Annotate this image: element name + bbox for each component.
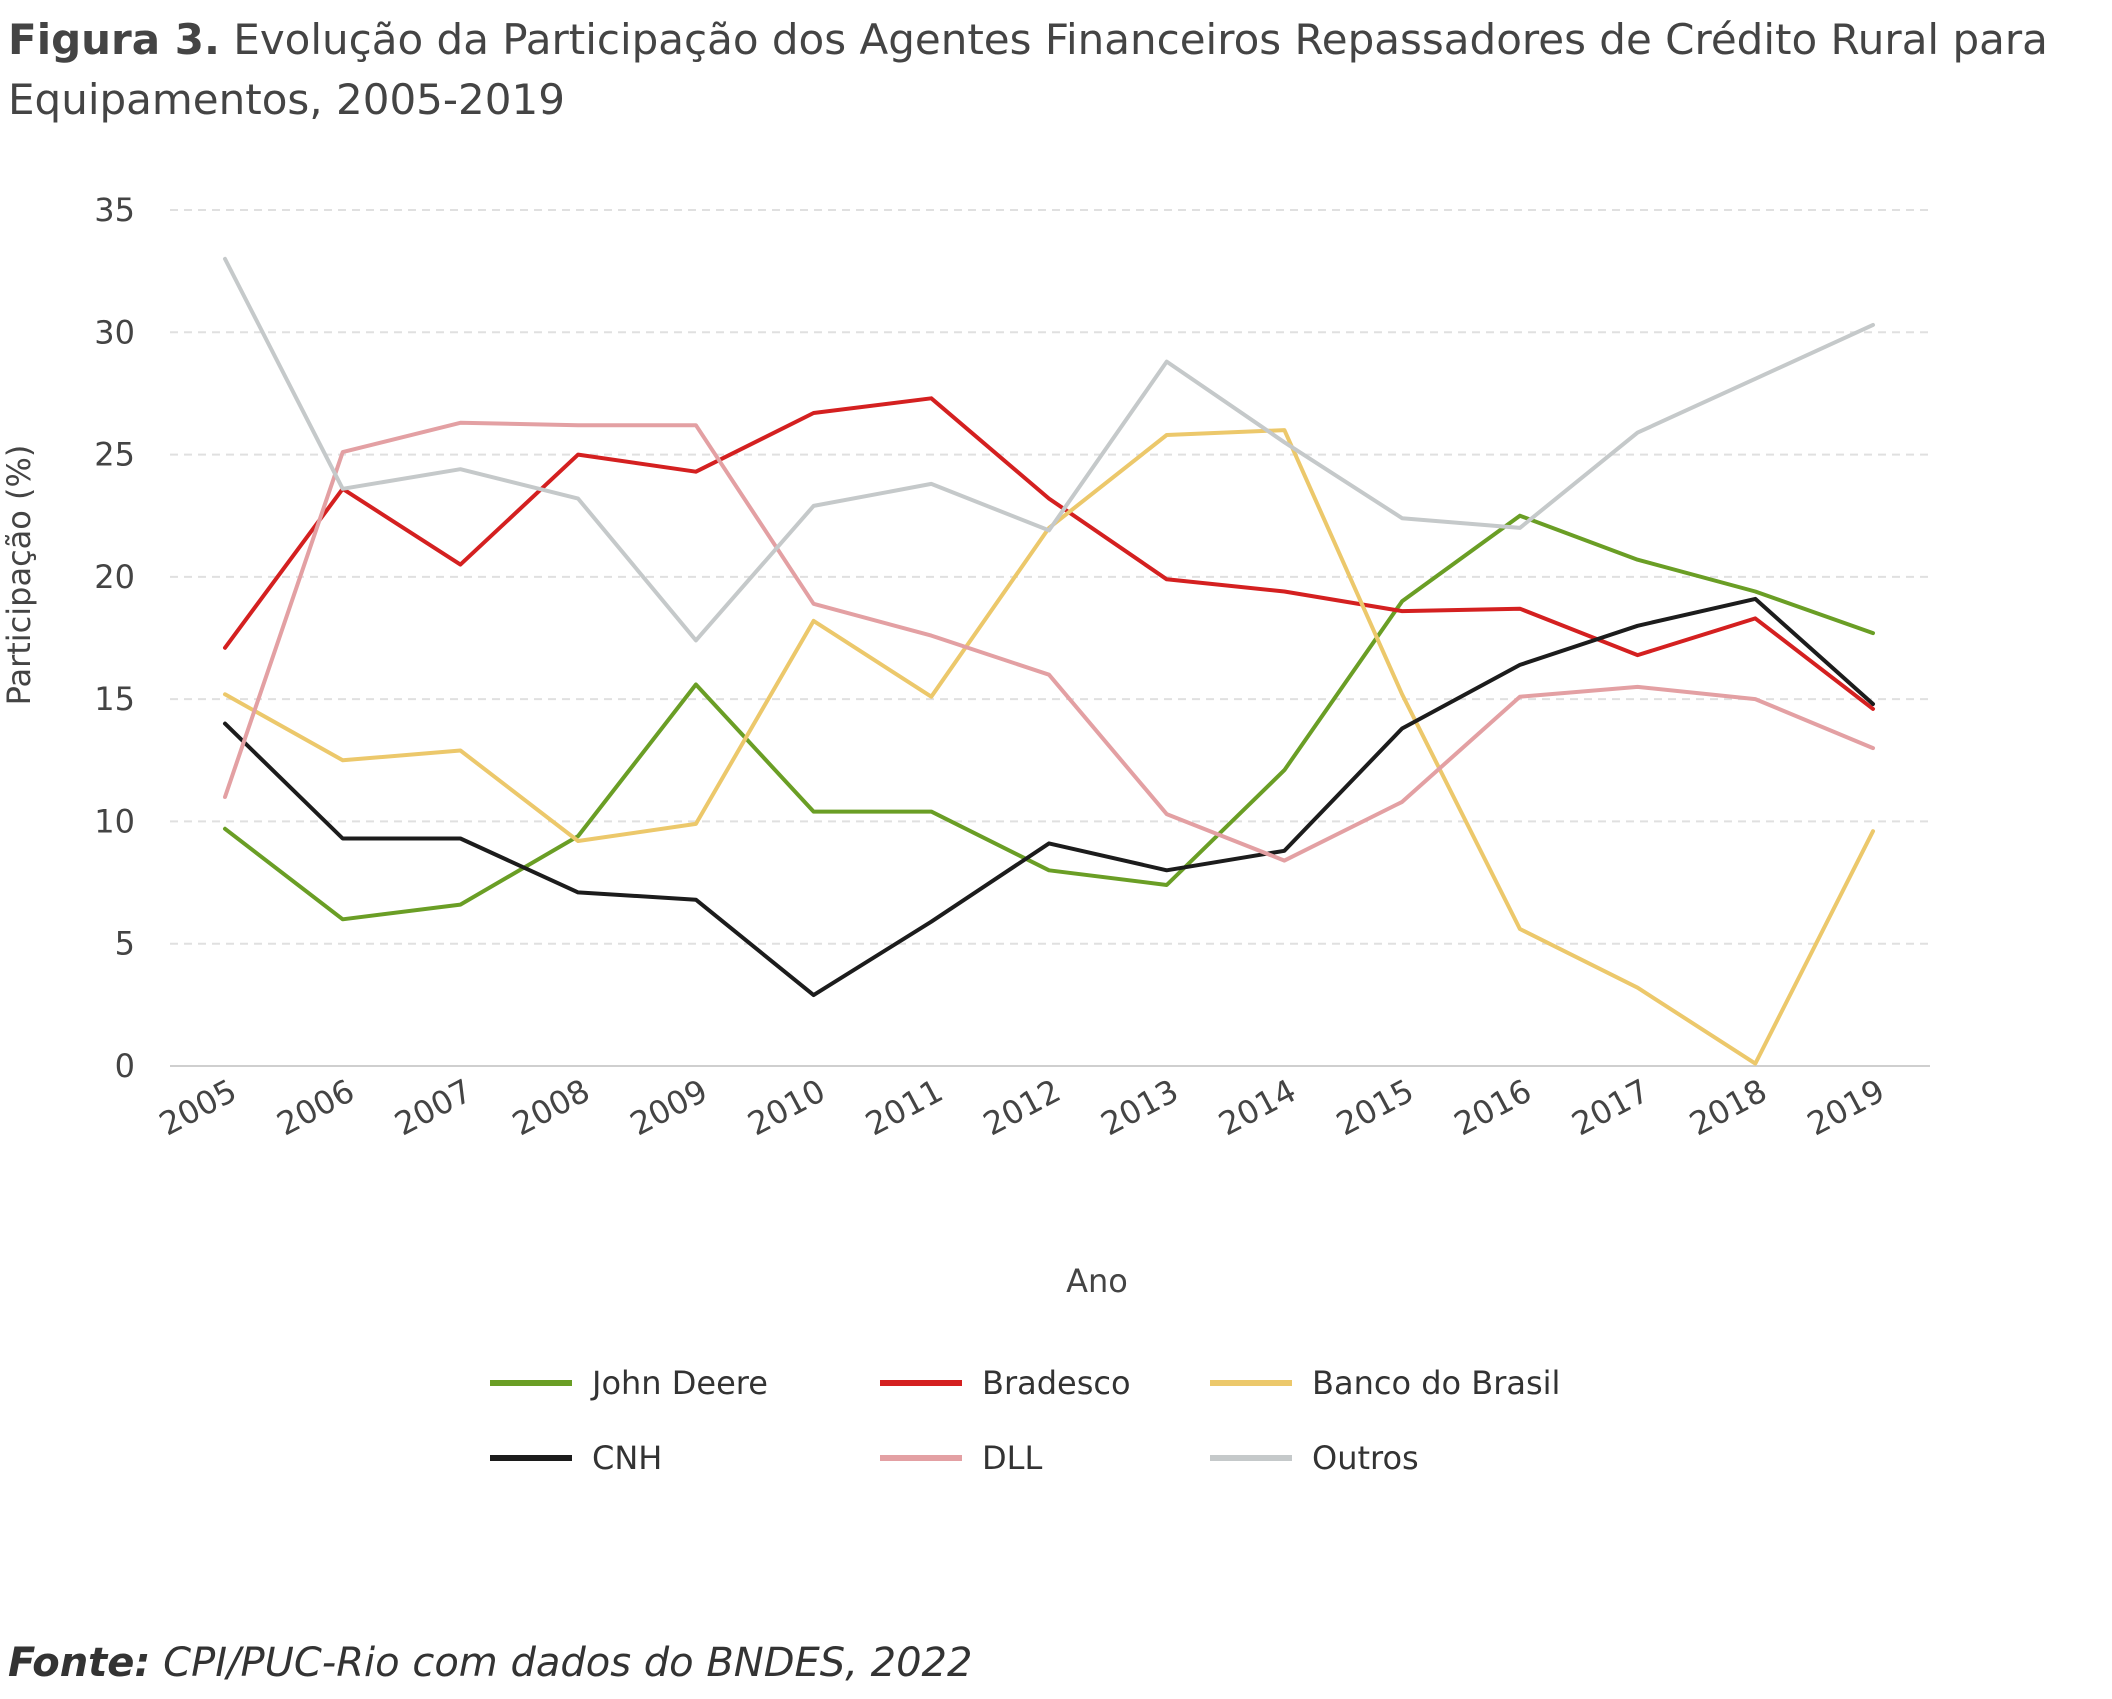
- source-text: CPI/PUC-Rio com dados do BNDES, 2022: [163, 1640, 973, 1686]
- y-tick-label: 25: [94, 436, 135, 474]
- x-tick-label: 2008: [506, 1072, 596, 1144]
- series-line-cnh: [223, 596, 1875, 998]
- x-tick-label: 2011: [859, 1072, 949, 1144]
- series-line-outros: [223, 256, 1875, 643]
- x-tick-label: 2016: [1448, 1072, 1538, 1144]
- legend-label: Outros: [1312, 1439, 1419, 1477]
- x-tick-label: 2019: [1801, 1072, 1891, 1144]
- x-tick-label: 2018: [1683, 1072, 1773, 1144]
- legend-label: CNH: [592, 1439, 662, 1477]
- figure-title-text: Evolução da Participação dos Agentes Fin…: [8, 15, 2048, 124]
- figure-title: Figura 3. Evolução da Participação dos A…: [8, 10, 2103, 130]
- x-tick-label: 2009: [624, 1072, 714, 1144]
- y-tick-label: 20: [94, 558, 135, 596]
- legend-label: Banco do Brasil: [1312, 1364, 1560, 1402]
- legend-label: John Deere: [590, 1364, 768, 1402]
- source-note: Fonte: CPI/PUC-Rio com dados do BNDES, 2…: [8, 1640, 972, 1686]
- x-tick-label: 2012: [977, 1072, 1067, 1144]
- x-tick-label: 2007: [388, 1072, 478, 1144]
- y-tick-label: 5: [115, 925, 135, 963]
- x-tick-label: 2010: [742, 1072, 832, 1144]
- y-tick-label: 35: [94, 191, 135, 229]
- x-tick-label: 2017: [1566, 1072, 1656, 1144]
- legend: John Deere Bradesco Banco do Brasil CNH DLL O…: [490, 1364, 1560, 1477]
- gridlines: [170, 209, 1930, 1067]
- y-tick-label: 15: [94, 680, 135, 718]
- legend-label: DLL: [982, 1439, 1042, 1477]
- x-tick-label: 2013: [1095, 1072, 1185, 1144]
- x-tick-label: 2005: [153, 1072, 243, 1144]
- y-tick-label: 0: [115, 1047, 135, 1085]
- y-tick-label: 10: [94, 802, 135, 840]
- source-label: Fonte:: [8, 1640, 151, 1686]
- x-tick-label: 2015: [1330, 1072, 1420, 1144]
- y-tick-label: 30: [94, 313, 135, 351]
- series-line-john-deere: [223, 513, 1875, 922]
- x-tick-label: 2006: [271, 1072, 361, 1144]
- y-axis-title: Participação (%): [0, 445, 38, 706]
- series-lines: [223, 256, 1875, 1066]
- figure-label: Figura 3.: [8, 15, 220, 64]
- series-line-dll: [223, 420, 1875, 863]
- x-axis-title: Ano: [1066, 1262, 1128, 1300]
- legend-label: Bradesco: [982, 1364, 1131, 1402]
- series-line-banco-do-brasil: [223, 428, 1875, 1066]
- x-axis-ticks: 2005 2006 2007 2008 2009 2010 2011 2012 2013 2014…: [153, 1072, 1891, 1144]
- x-tick-label: 2014: [1212, 1072, 1302, 1144]
- y-axis-ticks: 0 5 10 15 20 25 30 35: [94, 191, 135, 1085]
